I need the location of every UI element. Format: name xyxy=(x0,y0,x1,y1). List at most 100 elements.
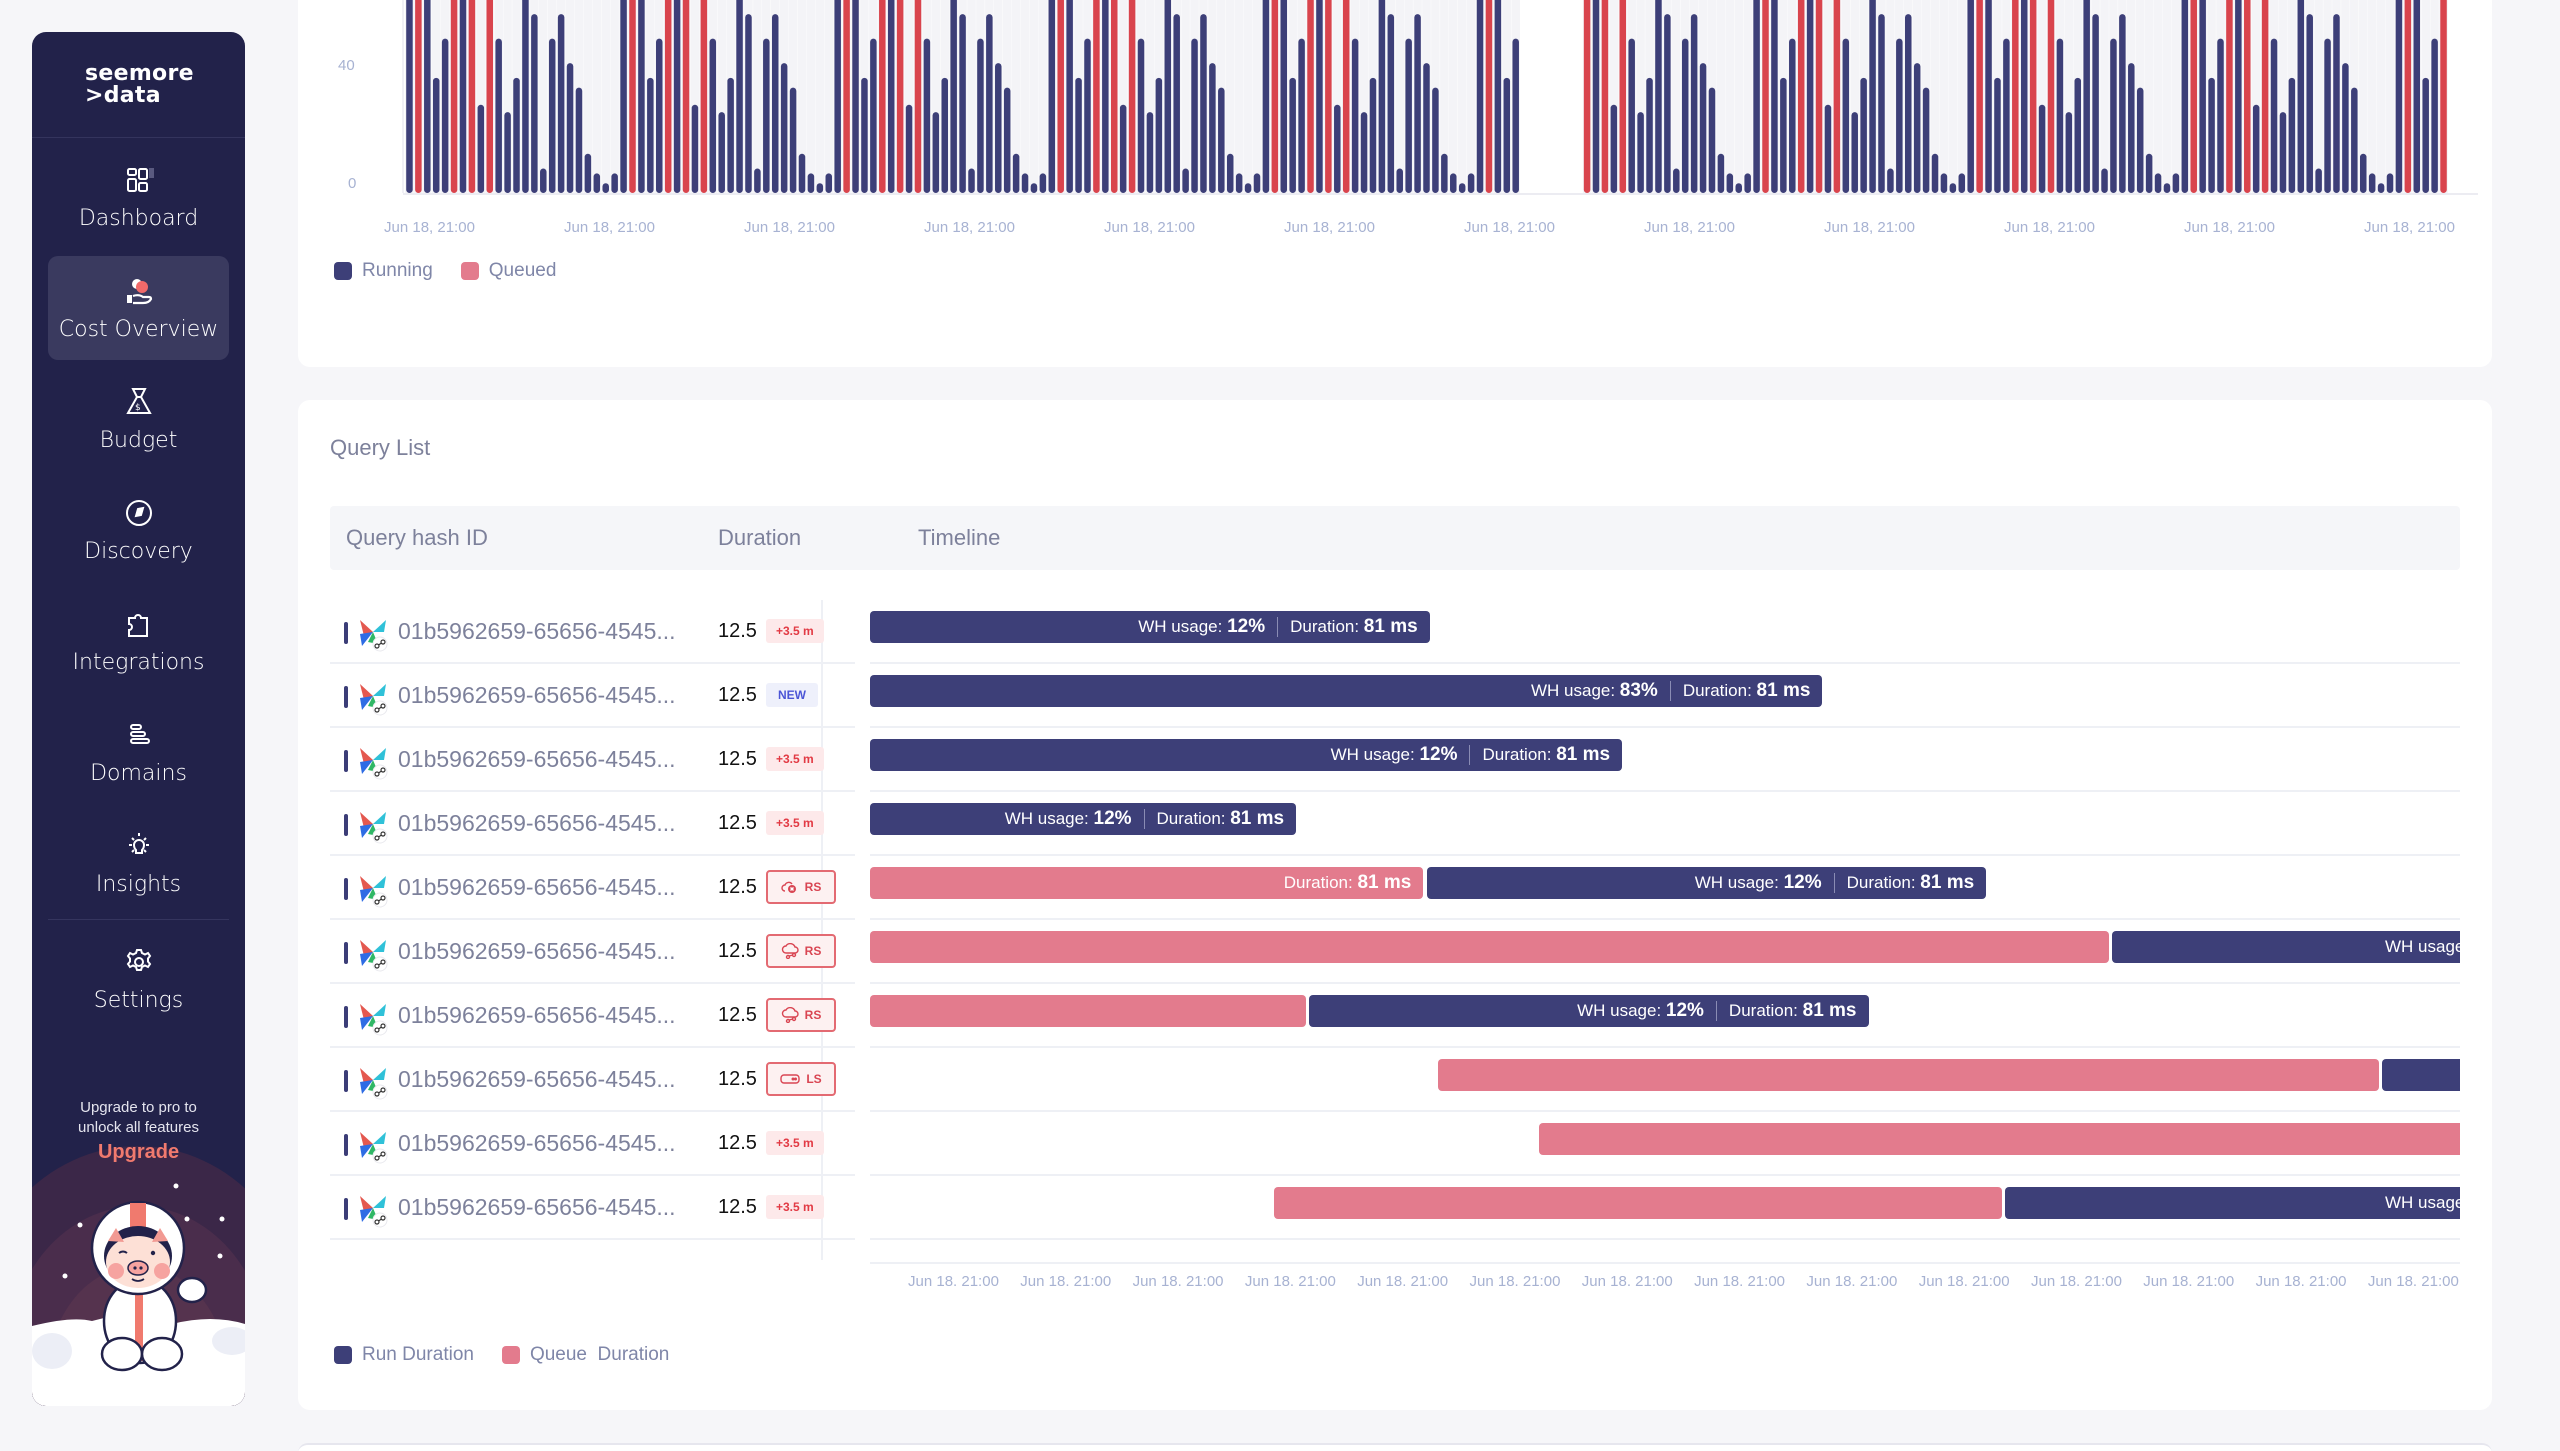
bar-running[interactable] xyxy=(1458,183,1466,193)
table-row[interactable]: 01b5962659-65656-4545... 12.5 +3.5 m xyxy=(330,1112,2460,1176)
bar-running[interactable] xyxy=(432,77,440,193)
bar-running[interactable] xyxy=(1075,77,1082,193)
bar-running[interactable] xyxy=(1708,87,1716,193)
queue-duration-bar[interactable] xyxy=(1539,1123,2460,1155)
bar-running[interactable] xyxy=(548,38,556,194)
bar-running[interactable] xyxy=(2074,77,2082,193)
bar-running[interactable] xyxy=(2386,173,2394,193)
bar-running[interactable] xyxy=(2235,0,2242,193)
queue-duration-bar[interactable] xyxy=(1437,1059,2379,1091)
bar-running[interactable] xyxy=(513,77,520,193)
table-row[interactable]: 01b5962659-65656-4545... 12.5 RS Duration: … xyxy=(330,856,2460,920)
bar-running[interactable] xyxy=(593,173,601,193)
upgrade-button[interactable]: Upgrade xyxy=(97,1141,180,1163)
query-hash-id[interactable]: 01b5962659-65656-4545... xyxy=(398,746,676,772)
run-duration-bar[interactable]: WH usage: 12%Duration: 81 ms xyxy=(2005,1187,2460,1219)
legend-queued[interactable]: Queued xyxy=(460,260,556,282)
bar-running[interactable] xyxy=(789,87,797,193)
bar-running[interactable] xyxy=(1102,0,1109,193)
bar-running[interactable] xyxy=(1592,0,1600,193)
bar-running[interactable] xyxy=(1735,183,1742,193)
bar-running[interactable] xyxy=(1958,173,1966,193)
bar-running[interactable] xyxy=(459,0,467,193)
bar-running[interactable] xyxy=(1253,173,1261,193)
bar-running[interactable] xyxy=(1806,0,1814,193)
bar-running[interactable] xyxy=(1869,0,1876,193)
bar-running[interactable] xyxy=(2020,0,2028,193)
bar-running[interactable] xyxy=(950,0,957,193)
bar-running[interactable] xyxy=(2368,173,2376,193)
bar-queued[interactable] xyxy=(2244,0,2251,193)
warehouse-tag-badge[interactable]: LS xyxy=(766,1062,836,1096)
bar-running[interactable] xyxy=(1610,104,1618,193)
bar-running[interactable] xyxy=(816,183,824,193)
table-row[interactable]: 01b5962659-65656-4545... 12.5 LS xyxy=(330,1048,2460,1112)
run-duration-bar[interactable]: WH usage: 12%Duration: 81 ms xyxy=(870,803,1297,835)
bar-queued[interactable] xyxy=(2440,0,2447,193)
bar-running[interactable] xyxy=(1289,77,1296,193)
bar-running[interactable] xyxy=(2092,14,2099,194)
bar-running[interactable] xyxy=(1690,14,1698,194)
bar-running[interactable] xyxy=(861,77,868,193)
bar-queued[interactable] xyxy=(682,0,690,193)
bar-queued[interactable] xyxy=(2029,0,2037,193)
bar-running[interactable] xyxy=(959,14,966,194)
bar-running[interactable] xyxy=(602,183,609,193)
bar-running[interactable] xyxy=(2199,0,2206,193)
bar-running[interactable] xyxy=(673,0,681,193)
bar-running[interactable] xyxy=(1414,14,1421,194)
bar-running[interactable] xyxy=(745,14,752,194)
bar-running[interactable] xyxy=(2181,0,2189,193)
bar-running[interactable] xyxy=(1387,14,1395,194)
bar-running[interactable] xyxy=(1699,63,1707,194)
bar-running[interactable] xyxy=(504,112,511,193)
queue-duration-bar[interactable] xyxy=(1273,1187,2003,1219)
bar-running[interactable] xyxy=(638,0,645,193)
bar-running[interactable] xyxy=(727,77,734,193)
bar-running[interactable] xyxy=(1003,87,1011,193)
bar-running[interactable] xyxy=(1922,87,1930,193)
bar-running[interactable] xyxy=(2056,38,2064,194)
bar-queued[interactable] xyxy=(2190,0,2197,193)
bar-queued[interactable] xyxy=(1128,0,1136,193)
bar-queued[interactable] xyxy=(1833,0,1841,193)
bar-running[interactable] xyxy=(1896,38,1903,194)
bar-running[interactable] xyxy=(1244,183,1252,193)
bar-running[interactable] xyxy=(1021,173,1029,193)
bar-running[interactable] xyxy=(1066,0,1073,193)
queue-duration-bar[interactable] xyxy=(870,995,1306,1027)
column-header-query-hash[interactable]: Query hash ID xyxy=(346,525,488,550)
bar-queued[interactable] xyxy=(2261,0,2269,193)
bar-running[interactable] xyxy=(2163,183,2171,193)
query-hash-id[interactable]: 01b5962659-65656-4545... xyxy=(398,1130,676,1156)
bar-running[interactable] xyxy=(870,38,877,194)
bar-running[interactable] xyxy=(531,14,538,194)
table-row[interactable]: 01b5962659-65656-4545... 12.5 RS WH usage: … xyxy=(330,984,2460,1048)
bar-running[interactable] xyxy=(1476,0,1484,193)
bar-running[interactable] xyxy=(1985,0,1992,193)
bar-running[interactable] xyxy=(424,0,431,193)
bar-running[interactable] xyxy=(540,168,547,194)
bar-queued[interactable] xyxy=(1797,0,1805,193)
bar-running[interactable] xyxy=(1789,38,1796,194)
bar-queued[interactable] xyxy=(415,0,422,193)
bar-running[interactable] xyxy=(1780,77,1787,193)
bar-running[interactable] xyxy=(1378,0,1386,193)
bar-running[interactable] xyxy=(1396,168,1403,194)
run-duration-bar[interactable]: WH usage: 12%Duration: 81 ms xyxy=(1308,995,1869,1027)
bar-queued[interactable] xyxy=(1601,0,1609,193)
bar-queued[interactable] xyxy=(879,0,886,193)
bar-running[interactable] xyxy=(1717,153,1725,193)
bar-running[interactable] xyxy=(2083,0,2090,193)
legend-queue-duration[interactable]: Queue Duration xyxy=(501,1344,669,1366)
bar-running[interactable] xyxy=(834,0,841,193)
bar-running[interactable] xyxy=(2003,38,2010,194)
bar-running[interactable] xyxy=(1039,173,1047,193)
bar-running[interactable] xyxy=(1164,0,1172,193)
bar-running[interactable] xyxy=(905,104,913,193)
bar-running[interactable] xyxy=(1432,87,1439,193)
bar-queued[interactable] xyxy=(2012,0,2019,193)
bar-running[interactable] xyxy=(2154,173,2162,193)
bar-running[interactable] xyxy=(977,38,984,194)
bar-running[interactable] xyxy=(1030,183,1038,193)
